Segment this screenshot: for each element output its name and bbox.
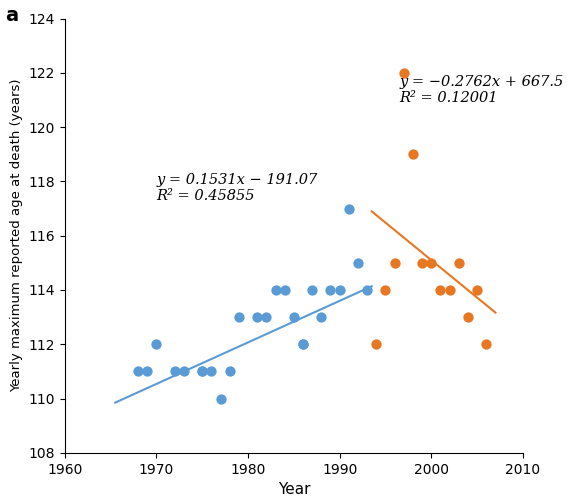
Point <box>225 367 234 375</box>
Point <box>134 367 143 375</box>
Point <box>344 205 354 213</box>
Point <box>234 313 243 321</box>
Point <box>335 286 344 294</box>
Point <box>152 340 161 348</box>
Point <box>179 367 188 375</box>
Point <box>317 313 326 321</box>
Text: y = 0.1531x − 191.07
R² = 0.45855: y = 0.1531x − 191.07 R² = 0.45855 <box>156 173 317 203</box>
Point <box>253 313 262 321</box>
Point <box>197 367 207 375</box>
Point <box>417 259 426 267</box>
Point <box>472 286 482 294</box>
Point <box>390 259 400 267</box>
Y-axis label: Yearly maximum reported age at death (years): Yearly maximum reported age at death (ye… <box>10 79 23 393</box>
Point <box>482 340 491 348</box>
Point <box>280 286 289 294</box>
Text: y = −0.2762x + 667.5
R² = 0.12001: y = −0.2762x + 667.5 R² = 0.12001 <box>400 75 564 105</box>
Point <box>354 259 363 267</box>
Point <box>463 313 472 321</box>
Point <box>271 286 280 294</box>
Point <box>143 367 152 375</box>
Point <box>207 367 216 375</box>
Point <box>363 286 372 294</box>
Point <box>298 340 308 348</box>
Point <box>170 367 179 375</box>
Point <box>426 259 436 267</box>
Point <box>326 286 335 294</box>
Point <box>408 150 417 158</box>
Point <box>289 313 298 321</box>
Text: a: a <box>5 6 18 25</box>
Point <box>381 286 390 294</box>
Point <box>399 69 408 77</box>
Point <box>262 313 271 321</box>
Point <box>454 259 463 267</box>
X-axis label: Year: Year <box>278 482 310 497</box>
Point <box>445 286 454 294</box>
Point <box>308 286 317 294</box>
Point <box>436 286 445 294</box>
Point <box>216 395 225 403</box>
Point <box>298 340 308 348</box>
Point <box>372 340 381 348</box>
Point <box>197 367 207 375</box>
